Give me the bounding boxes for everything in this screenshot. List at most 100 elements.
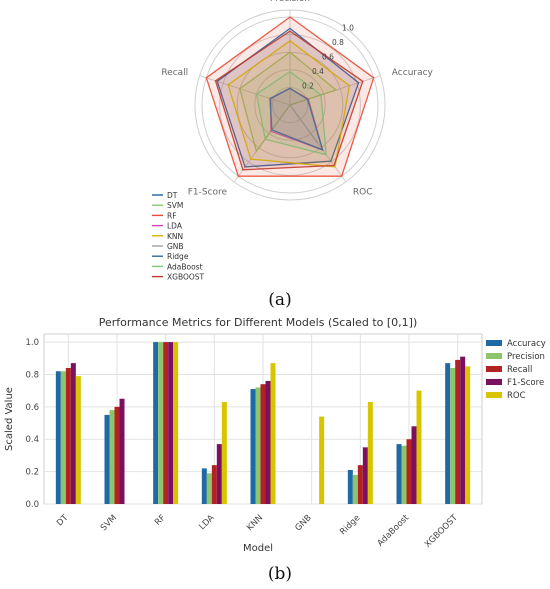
radar-legend-label-ridge: Ridge (167, 252, 189, 261)
bar-rf-f1-score (168, 342, 174, 504)
radar-axis-labels: Precision Accuracy ROC F1-Score Recall (161, 0, 433, 198)
bar-x-tick-gnb: GNB (293, 513, 313, 533)
radar-axis-label-recall: Recall (161, 68, 188, 78)
bar-y-tick-1: 0.0 (25, 500, 39, 510)
radar-legend-label-adaboost: AdaBoost (167, 262, 203, 271)
bar-lda-roc (221, 402, 227, 504)
bar-rf-roc (173, 342, 179, 504)
bar-knn-recall (260, 384, 266, 504)
radar-axis-label-roc: ROC (353, 188, 373, 198)
bar-xgboost-recall (455, 359, 461, 504)
bar-x-tick-knn: KNN (245, 513, 265, 533)
radar-outer-ring (194, 9, 386, 201)
radar-axis-label-precision: Precision (270, 0, 310, 4)
radar-legend-label-dt: DT (167, 191, 178, 200)
bar-x-tick-xgboost: XGBOOST (423, 512, 460, 549)
radar-series-svm (239, 51, 338, 153)
bar-ridge-accuracy (347, 470, 353, 504)
bar-ridge-recall (357, 465, 363, 504)
bar-y-tick-3: 0.4 (25, 435, 39, 445)
bar-y-tick-2: 0.2 (25, 468, 39, 478)
bar-y-tick-5: 0.8 (25, 370, 39, 380)
bar-y-tick-labels: 0.0 0.2 0.4 0.6 0.8 1.0 (25, 338, 39, 510)
radar-axis-label-accuracy: Accuracy (392, 68, 434, 78)
bar-svm-f1-score (119, 398, 125, 504)
bar-x-tick-rf: RF (153, 513, 168, 528)
bar-legend-swatch-f1-score (486, 379, 502, 385)
bar-xgboost-f1-score (460, 356, 466, 504)
radar-legend-label-knn: KNN (167, 232, 183, 241)
radar-legend-label-svm: SVM (167, 201, 183, 210)
bar-y-tick-4: 0.6 (25, 403, 39, 413)
radar-spoke-recall (199, 75, 291, 106)
radar-radial-tick-4: 0.8 (332, 38, 344, 47)
bar-rf-precision (158, 342, 164, 504)
bar-adaboost-roc (416, 390, 422, 504)
radar-series-ridge (269, 87, 324, 151)
bar-svm-accuracy (104, 414, 110, 504)
bar-x-axis-label: Model (243, 543, 273, 554)
bar-legend-swatch-precision (486, 353, 502, 359)
bar-lda-accuracy (201, 468, 207, 504)
bar-adaboost-precision (401, 445, 407, 504)
radar-radial-tick-labels: 0.2 0.4 0.6 0.8 1.0 (302, 24, 354, 91)
radar-legend-label-gnb: GNB (167, 242, 184, 251)
bar-legend-swatch-accuracy (486, 340, 502, 346)
bar-xgboost-roc (465, 366, 471, 504)
radar-radial-tick-3: 0.6 (322, 53, 334, 62)
caption-a: (a) (268, 290, 291, 310)
bar-y-tick-6: 1.0 (25, 338, 39, 348)
bar-ridge-roc (367, 402, 373, 504)
bar-legend-label-f1-score: F1-Score (507, 378, 544, 388)
radar-series-adaboost (255, 70, 327, 156)
bar-xgboost-precision (450, 368, 456, 504)
bar-knn-precision (255, 387, 261, 504)
bar-legend-label-recall: Recall (507, 365, 532, 375)
bar-dt-f1-score (70, 363, 76, 504)
bar-x-tick-adaboost: AdaBoost (376, 513, 412, 549)
bar-adaboost-recall (406, 439, 412, 504)
bar-adaboost-accuracy (396, 444, 402, 504)
radar-series-knn (227, 39, 351, 168)
radar-legend-label-lda: LDA (167, 222, 183, 231)
bar-legend-swatch-roc (486, 392, 502, 398)
radar-radial-tick-1: 0.2 (302, 82, 314, 91)
radar-radial-tick-2: 0.4 (312, 67, 324, 76)
bar-x-tick-svm: SVM (99, 513, 119, 533)
bar-rf-recall (163, 342, 169, 504)
radar-series-gnb (289, 104, 319, 144)
bar-bars (55, 342, 471, 504)
bar-gnb-roc (319, 416, 325, 504)
bar-ridge-f1-score (362, 447, 368, 504)
bar-legend-label-precision: Precision (507, 352, 545, 362)
bar-dt-accuracy (55, 371, 61, 504)
radar-axis-label-f1-score: F1-Score (188, 188, 228, 198)
bar-knn-f1-score (265, 380, 271, 504)
radar-legend-label-rf: RF (167, 211, 177, 220)
bar-lda-recall (211, 465, 217, 504)
bar-x-tick-lda: LDA (197, 513, 216, 532)
bar-chart: Performance Metrics for Different Models… (4, 316, 546, 554)
bar-knn-roc (270, 363, 276, 504)
bar-ridge-precision (352, 474, 358, 504)
bar-legend: Accuracy Precision Recall F1-Score ROC (486, 339, 546, 401)
radar-series-rf (205, 16, 375, 177)
radar-series (205, 16, 375, 177)
bar-legend-swatch-recall (486, 366, 502, 372)
bar-x-tick-ridge: Ridge (338, 513, 362, 537)
bar-dt-precision (60, 371, 66, 504)
radar-series-dt (216, 27, 360, 168)
bar-rf-accuracy (153, 342, 159, 504)
bar-lda-precision (206, 473, 212, 504)
bar-chart-title: Performance Metrics for Different Models… (99, 316, 417, 329)
radar-series-xgboost (214, 30, 364, 171)
bar-knn-accuracy (250, 389, 256, 504)
bar-svm-recall (114, 406, 120, 504)
radar-radial-tick-5: 1.0 (342, 24, 354, 33)
bar-svm-precision (109, 410, 115, 504)
bar-xgboost-accuracy (445, 363, 451, 504)
bar-y-axis-label: Scaled Value (4, 387, 15, 451)
